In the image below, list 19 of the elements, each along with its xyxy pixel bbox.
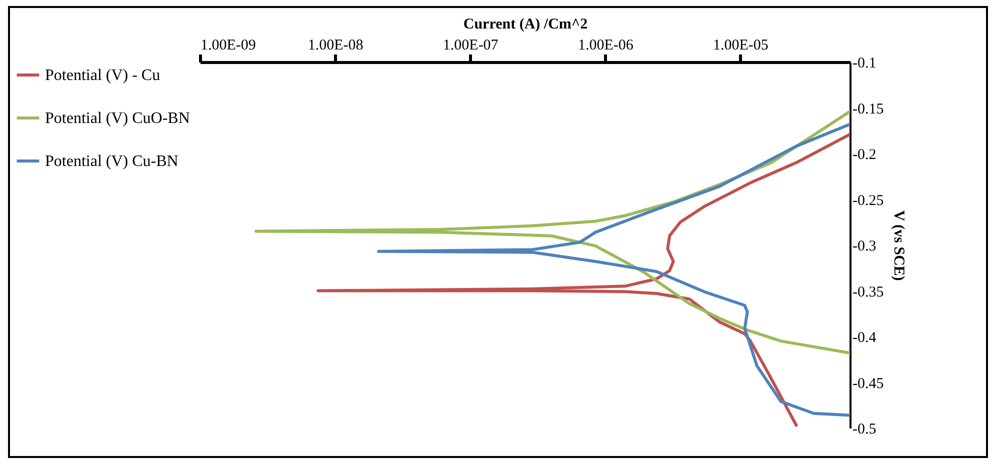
y-tick-label: -0.35 <box>852 284 884 300</box>
y-tick-label: -0.3 <box>852 238 876 254</box>
x-tick-label: 1.00E-08 <box>308 38 364 54</box>
x-axis-title: Current (A) /Cm^2 <box>463 16 588 32</box>
legend-label: Potential (V) - Cu <box>45 67 160 84</box>
x-tick-label: 1.00E-06 <box>578 38 634 54</box>
y-tick-label: -0.45 <box>852 376 884 392</box>
y-tick-label: -0.2 <box>852 147 876 163</box>
legend-label: Potential (V) Cu-BN <box>45 153 179 170</box>
legend-label: Potential (V) CuO-BN <box>45 110 190 127</box>
y-tick-label: -0.4 <box>852 330 877 346</box>
x-tick-label: 1.00E-05 <box>713 38 768 54</box>
y-tick-label: -0.1 <box>852 56 876 72</box>
x-tick-label: 1.00E-09 <box>200 38 256 54</box>
y-tick-label: -0.5 <box>852 422 876 438</box>
y-tick-label: -0.25 <box>852 192 884 209</box>
y-axis-title: V (vs SCE) <box>890 210 907 281</box>
y-tick-label: -0.15 <box>852 101 884 118</box>
x-tick-label: 1.00E-07 <box>442 38 499 54</box>
